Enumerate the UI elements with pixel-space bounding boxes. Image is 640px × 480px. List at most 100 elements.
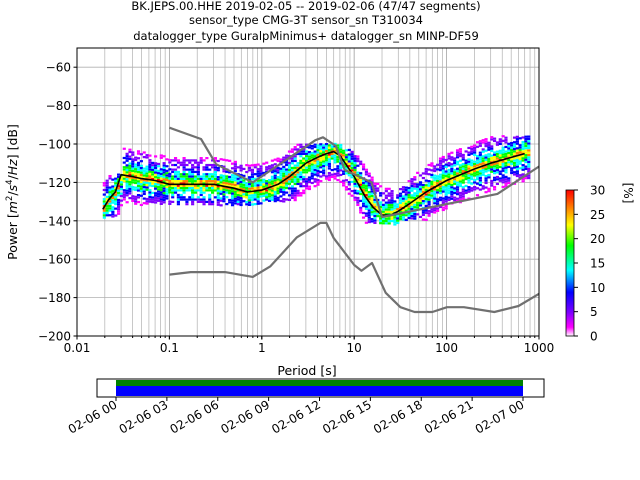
heatmap-cell — [142, 181, 146, 184]
heatmap-cell — [270, 187, 274, 190]
heatmap-cell — [282, 188, 286, 192]
heatmap-cell — [233, 167, 237, 170]
heatmap-cell — [441, 174, 445, 177]
heatmap-cell — [259, 202, 263, 205]
heatmap-cell — [299, 155, 303, 158]
heatmap-cell — [441, 160, 445, 163]
heatmap-cell — [134, 181, 138, 185]
heatmap-cell — [302, 171, 306, 174]
heatmap-cell — [495, 164, 500, 167]
heatmap-cell — [114, 198, 118, 201]
heatmap-cell — [116, 201, 121, 204]
heatmap-cell — [279, 186, 283, 189]
heatmap-cell — [407, 214, 411, 217]
heatmap-cell — [367, 218, 371, 221]
heatmap-cell — [305, 150, 309, 153]
heatmap-cell — [527, 165, 531, 168]
heatmap-cell — [287, 198, 292, 202]
heatmap-cell — [450, 179, 454, 182]
heatmap-cell — [353, 198, 357, 202]
heatmap-cell — [205, 186, 209, 190]
heatmap-cell — [262, 178, 266, 181]
heatmap-cell — [162, 189, 166, 192]
heatmap-cell — [413, 185, 417, 188]
heatmap-cell — [151, 168, 155, 171]
heatmap-cell — [512, 166, 517, 169]
heatmap-cell — [131, 160, 135, 163]
heatmap-cell — [296, 175, 300, 179]
heatmap-cell — [313, 152, 317, 155]
heatmap-cell — [416, 171, 420, 174]
heatmap-cell — [361, 188, 366, 192]
heatmap-cell — [125, 164, 129, 167]
heatmap-cell — [142, 156, 146, 159]
heatmap-cell — [293, 180, 297, 183]
heatmap-cell — [373, 221, 377, 224]
heatmap-cell — [498, 161, 502, 164]
heatmap-cell — [361, 181, 366, 185]
heatmap-cell — [199, 198, 203, 201]
colorbar-tick-label: 20 — [590, 232, 605, 246]
heatmap-cell — [510, 151, 514, 154]
heatmap-cell — [424, 209, 428, 212]
heatmap-cell — [495, 152, 500, 156]
heatmap-cell — [128, 183, 132, 186]
heatmap-cell — [407, 191, 411, 194]
heatmap-cell — [222, 165, 226, 168]
y-axis-label: Power [m2/s4/Hz] [dB] — [5, 124, 20, 260]
heatmap-cell — [404, 209, 408, 212]
heatmap-cell — [339, 143, 343, 147]
heatmap-cell — [165, 181, 169, 184]
heatmap-cell — [242, 181, 246, 184]
heatmap-cell — [438, 162, 443, 165]
heatmap-cell — [128, 169, 132, 172]
heatmap-cell — [319, 145, 323, 148]
heatmap-cell — [436, 186, 440, 189]
heatmap-cell — [344, 160, 349, 163]
heatmap-cell — [433, 202, 437, 205]
heatmap-cell — [233, 197, 237, 200]
heatmap-cell — [495, 178, 500, 181]
heatmap-cell — [504, 185, 508, 188]
heatmap-cell — [154, 171, 158, 174]
heatmap-cell — [202, 184, 206, 187]
heatmap-cell — [307, 164, 312, 168]
heatmap-cell — [521, 147, 525, 151]
heatmap-cell — [253, 191, 257, 194]
heatmap-cell — [515, 149, 519, 152]
heatmap-cell — [384, 217, 388, 220]
heatmap-cell — [296, 173, 300, 176]
heatmap-cell — [302, 189, 306, 192]
heatmap-cell — [410, 203, 414, 206]
heatmap-cell — [293, 164, 297, 167]
heatmap-cell — [430, 210, 434, 213]
heatmap-cell — [265, 166, 269, 169]
heatmap-cell — [370, 201, 374, 205]
heatmap-cell — [495, 141, 500, 144]
heatmap-cell — [148, 161, 152, 164]
heatmap-cell — [293, 182, 297, 186]
y-axis-ticks: −200−180−160−140−120−100−80−60 — [38, 61, 77, 344]
heatmap-cell — [185, 200, 189, 203]
heatmap-cell — [270, 175, 274, 178]
heatmap-cell — [364, 221, 368, 224]
heatmap-cell — [342, 152, 346, 155]
heatmap-cell — [233, 195, 237, 198]
heatmap-cell — [493, 167, 497, 170]
heatmap-cell — [168, 184, 172, 187]
heatmap-cell — [396, 205, 400, 208]
heatmap-cell — [259, 186, 263, 189]
heatmap-cell — [250, 173, 255, 176]
heatmap-cell — [401, 216, 406, 219]
heatmap-cell — [290, 178, 294, 181]
heatmap-cell — [447, 198, 451, 202]
heatmap-cell — [182, 184, 186, 187]
heatmap-cell — [521, 157, 525, 160]
heatmap-cell — [139, 185, 143, 188]
heatmap-cell — [233, 176, 237, 180]
heatmap-cell — [510, 153, 514, 156]
heatmap-cell — [373, 210, 377, 213]
heatmap-cell — [296, 148, 300, 151]
heatmap-cell — [159, 177, 163, 180]
heatmap-cell — [265, 191, 269, 194]
